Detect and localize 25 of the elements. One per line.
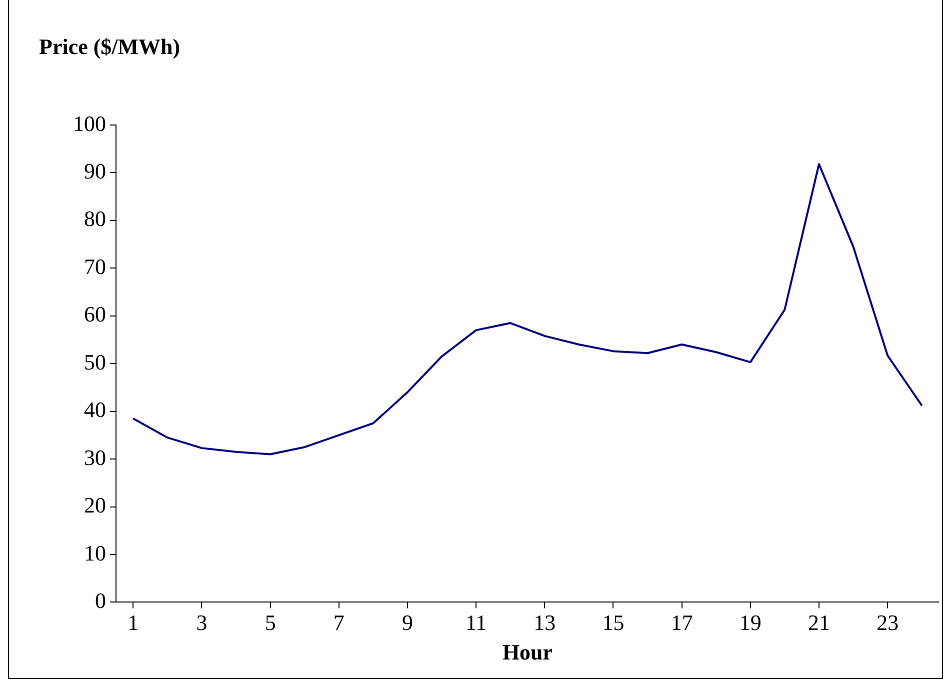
x-axis-title: Hour <box>502 639 553 664</box>
x-tick-label: 19 <box>739 610 762 636</box>
x-tick-label: 7 <box>333 610 344 636</box>
x-tick-label: 1 <box>128 610 139 636</box>
y-tick-label: 70 <box>84 254 106 279</box>
y-tick-label: 60 <box>84 302 106 327</box>
y-tick-label: 80 <box>84 206 106 232</box>
y-tick-label: 100 <box>73 110 106 136</box>
x-tick-label: 15 <box>602 610 624 636</box>
y-tick-label: 90 <box>84 158 106 184</box>
chart-title: Price ($/MWh) <box>39 34 180 60</box>
x-tick-label: 9 <box>402 610 413 636</box>
x-tick-label: 11 <box>465 610 487 636</box>
x-tick-label: 3 <box>196 610 208 636</box>
x-tick-label: 17 <box>670 610 693 636</box>
x-tick-label: 5 <box>264 610 276 636</box>
x-tick-label: 13 <box>534 610 556 636</box>
x-tick-label: 23 <box>876 610 899 636</box>
y-tick-label: 50 <box>84 349 106 374</box>
y-tick-label: 30 <box>84 444 106 470</box>
y-tick-label: 0 <box>95 588 106 613</box>
y-tick-label: 10 <box>84 540 106 566</box>
x-tick-label: 21 <box>808 610 830 636</box>
y-tick-label: 40 <box>84 397 106 422</box>
y-tick-label: 20 <box>84 492 106 518</box>
